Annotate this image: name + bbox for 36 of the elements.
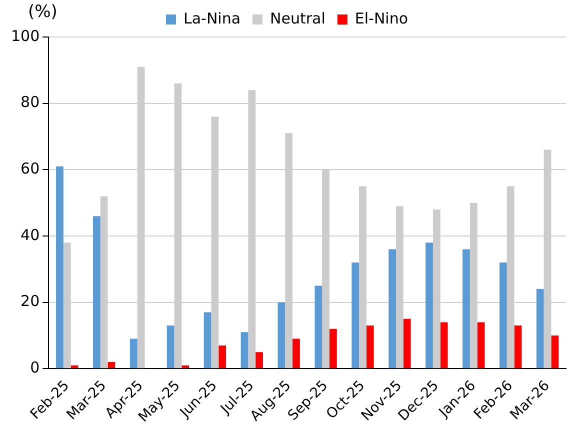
bar bbox=[166, 326, 174, 368]
bar bbox=[204, 312, 212, 368]
bar bbox=[182, 365, 190, 368]
y-axis-title: (%) bbox=[28, 2, 58, 22]
bar bbox=[536, 289, 544, 368]
bar bbox=[240, 332, 248, 368]
bar bbox=[426, 242, 433, 368]
bar bbox=[551, 335, 559, 368]
bar bbox=[514, 326, 522, 368]
bar bbox=[403, 318, 411, 368]
legend-label: El-Nino bbox=[354, 9, 408, 28]
legend-label: Neutral bbox=[270, 9, 326, 28]
bar bbox=[329, 328, 337, 368]
y-tick-label: 100 bbox=[10, 26, 40, 45]
y-tick-label: 40 bbox=[20, 226, 40, 244]
bar bbox=[462, 249, 470, 368]
bar bbox=[108, 362, 116, 368]
bar bbox=[440, 322, 448, 368]
y-tick-label: 80 bbox=[20, 93, 40, 112]
bar bbox=[366, 326, 374, 368]
bar bbox=[256, 352, 263, 368]
y-tick-label: 20 bbox=[20, 292, 40, 310]
y-tick-label: 60 bbox=[20, 160, 40, 178]
bar bbox=[130, 338, 138, 368]
legend-label: La-Nina bbox=[183, 9, 241, 28]
y-tick-label: 0 bbox=[30, 358, 40, 377]
bar bbox=[388, 249, 396, 368]
bar bbox=[477, 322, 485, 368]
bar bbox=[292, 338, 300, 368]
bar bbox=[352, 262, 360, 368]
bar bbox=[314, 286, 322, 368]
bar bbox=[278, 302, 286, 368]
bar bbox=[56, 166, 64, 368]
bar bbox=[92, 216, 100, 368]
bar bbox=[218, 345, 226, 368]
bar bbox=[499, 262, 507, 368]
